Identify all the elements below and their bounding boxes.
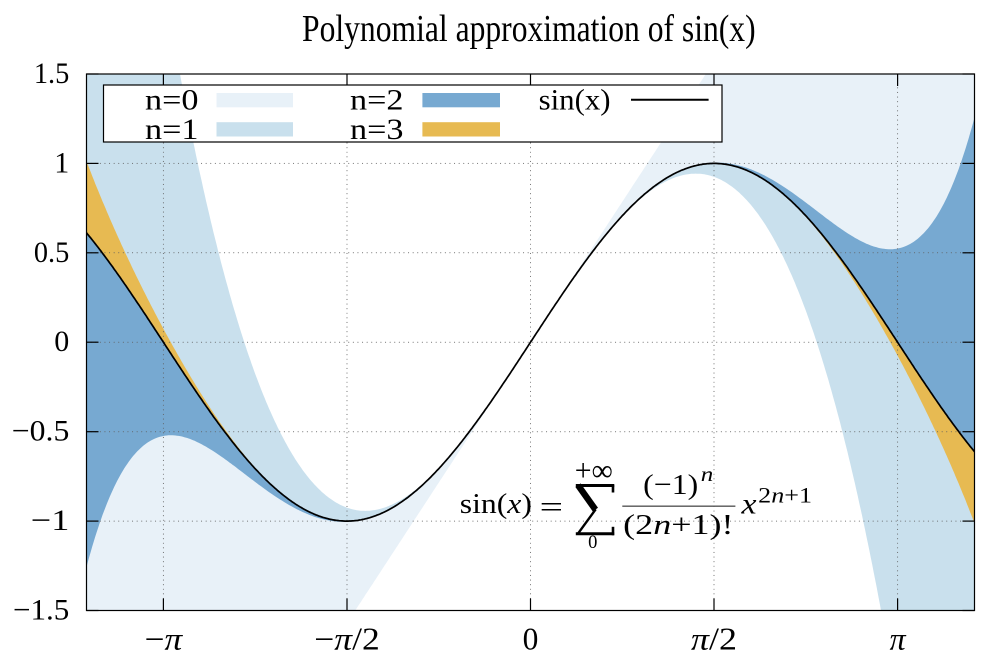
svg-text:π/2: π/2 xyxy=(691,622,737,657)
svg-text:+∞: +∞ xyxy=(575,454,613,488)
svg-text:1: 1 xyxy=(54,146,69,179)
svg-text:n=0: n=0 xyxy=(145,83,199,116)
svg-text:0: 0 xyxy=(523,622,539,657)
svg-text:0.5: 0.5 xyxy=(34,236,69,269)
svg-text:n=2: n=2 xyxy=(350,83,404,116)
svg-text:1.5: 1.5 xyxy=(34,57,69,90)
svg-text:2n+1: 2n+1 xyxy=(758,483,812,508)
svg-text:n: n xyxy=(701,462,714,486)
svg-text:n=1: n=1 xyxy=(145,113,199,146)
svg-text:(−1): (−1) xyxy=(643,469,698,501)
svg-text:0: 0 xyxy=(54,325,69,358)
svg-text:−1: −1 xyxy=(31,504,70,537)
svg-text:−1.5: −1.5 xyxy=(13,594,69,627)
svg-text:sin(x): sin(x) xyxy=(460,488,532,520)
svg-text:n=3: n=3 xyxy=(350,113,404,146)
svg-text:x: x xyxy=(740,488,757,521)
svg-text:sin(x): sin(x) xyxy=(539,83,611,116)
svg-text:−π: −π xyxy=(145,622,184,657)
svg-text:−π/2: −π/2 xyxy=(314,622,380,657)
svg-text:=: = xyxy=(540,491,563,524)
svg-text:π: π xyxy=(890,622,907,657)
svg-text:−0.5: −0.5 xyxy=(12,415,70,448)
svg-text:Polynomial approximation of si: Polynomial approximation of sin(x) xyxy=(302,8,756,50)
svg-text:(2n+1)!: (2 n +1)! xyxy=(623,509,733,541)
svg-text:0: 0 xyxy=(588,533,597,553)
